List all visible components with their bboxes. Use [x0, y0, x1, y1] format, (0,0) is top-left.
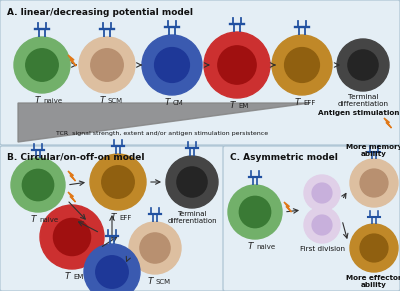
Circle shape	[285, 48, 319, 82]
Circle shape	[96, 256, 128, 288]
Text: C. Asymmetric model: C. Asymmetric model	[230, 153, 338, 162]
Text: Terminal
differentiation: Terminal differentiation	[338, 94, 388, 107]
FancyBboxPatch shape	[223, 146, 400, 291]
Text: B. Circular/on-off-on model: B. Circular/on-off-on model	[7, 153, 144, 162]
Circle shape	[166, 156, 218, 208]
Text: T: T	[230, 101, 235, 110]
Text: T: T	[30, 215, 36, 224]
Circle shape	[360, 234, 388, 262]
Text: EM: EM	[73, 274, 83, 280]
Polygon shape	[68, 192, 76, 202]
Circle shape	[91, 49, 123, 81]
Circle shape	[228, 185, 282, 239]
Text: First division: First division	[300, 246, 344, 252]
Text: T: T	[164, 98, 170, 107]
Text: More effector
ability: More effector ability	[346, 275, 400, 288]
Circle shape	[272, 35, 332, 95]
Text: T: T	[110, 213, 116, 222]
Text: T: T	[34, 96, 40, 105]
Circle shape	[177, 167, 207, 197]
Circle shape	[360, 169, 388, 197]
Text: More memory
ability: More memory ability	[346, 144, 400, 157]
Circle shape	[142, 35, 202, 95]
Circle shape	[350, 224, 398, 272]
Circle shape	[239, 196, 271, 228]
FancyBboxPatch shape	[0, 0, 400, 145]
Circle shape	[312, 215, 332, 235]
Circle shape	[304, 175, 340, 211]
Text: Antigen stimulation: Antigen stimulation	[318, 110, 400, 116]
Text: T: T	[294, 98, 300, 107]
Text: naive: naive	[256, 244, 275, 250]
Circle shape	[154, 48, 190, 82]
Circle shape	[14, 37, 70, 93]
Text: A. linear/decreasing potential model: A. linear/decreasing potential model	[7, 8, 193, 17]
Circle shape	[129, 222, 181, 274]
Circle shape	[350, 159, 398, 207]
Text: SCM: SCM	[108, 98, 123, 104]
Circle shape	[90, 154, 146, 210]
Text: T: T	[100, 96, 105, 105]
Text: EFF: EFF	[303, 100, 315, 106]
Circle shape	[102, 166, 134, 198]
Text: SCM: SCM	[156, 279, 171, 285]
Text: naive: naive	[39, 217, 58, 223]
Text: T: T	[248, 242, 253, 251]
Circle shape	[304, 207, 340, 243]
Polygon shape	[284, 202, 292, 212]
Circle shape	[54, 219, 90, 255]
Circle shape	[26, 49, 58, 81]
Text: T: T	[64, 272, 70, 281]
Text: EFF: EFF	[119, 215, 131, 221]
Polygon shape	[18, 103, 310, 142]
Circle shape	[22, 169, 54, 201]
Circle shape	[204, 32, 270, 98]
Text: naive: naive	[43, 98, 62, 104]
Circle shape	[140, 233, 170, 263]
Circle shape	[337, 39, 389, 91]
Text: EM: EM	[238, 103, 248, 109]
Circle shape	[11, 158, 65, 212]
Circle shape	[218, 46, 256, 84]
Polygon shape	[68, 171, 76, 181]
Circle shape	[84, 244, 140, 291]
Text: CM: CM	[173, 100, 184, 106]
Circle shape	[40, 205, 104, 269]
Polygon shape	[68, 55, 76, 66]
Circle shape	[312, 183, 332, 203]
Text: Terminal
differentiation: Terminal differentiation	[167, 211, 217, 224]
Text: TCR  signal strength, extent and/or antigen stimulation persistence: TCR signal strength, extent and/or antig…	[56, 131, 268, 136]
FancyBboxPatch shape	[0, 146, 224, 291]
Circle shape	[79, 37, 135, 93]
Circle shape	[348, 50, 378, 80]
Text: T: T	[148, 277, 153, 286]
Polygon shape	[384, 118, 392, 128]
